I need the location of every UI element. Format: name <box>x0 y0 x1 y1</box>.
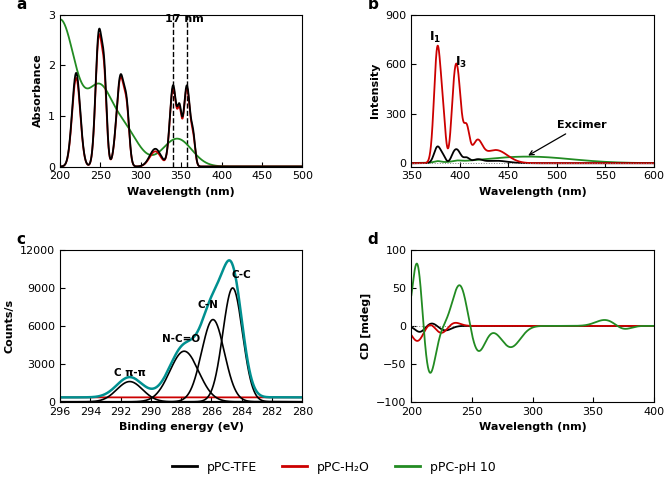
X-axis label: Wavelength (nm): Wavelength (nm) <box>479 187 586 197</box>
Text: b: b <box>368 0 379 12</box>
Text: N-C=O: N-C=O <box>162 334 200 344</box>
Legend: pPC-TFE, pPC-H₂O, pPC-pH 10: pPC-TFE, pPC-H₂O, pPC-pH 10 <box>167 456 500 479</box>
Text: 17 nm: 17 nm <box>165 14 203 24</box>
Text: C π-π: C π-π <box>114 368 145 378</box>
Text: $\mathbf{I_3}$: $\mathbf{I_3}$ <box>455 55 467 70</box>
Text: c: c <box>17 232 25 247</box>
Text: $\mathbf{I_1}$: $\mathbf{I_1}$ <box>430 30 442 45</box>
Text: d: d <box>368 232 378 247</box>
Text: Excimer: Excimer <box>530 120 606 155</box>
X-axis label: Wavelength (nm): Wavelength (nm) <box>479 422 586 432</box>
Y-axis label: Intensity: Intensity <box>370 63 380 118</box>
Text: C-C: C-C <box>232 270 251 280</box>
Y-axis label: CD [mdeg]: CD [mdeg] <box>360 293 371 359</box>
Y-axis label: Absorbance: Absorbance <box>33 54 43 127</box>
Text: a: a <box>17 0 27 12</box>
Text: C-N: C-N <box>198 300 219 310</box>
X-axis label: Binding energy (eV): Binding energy (eV) <box>119 422 243 432</box>
Y-axis label: Counts/s: Counts/s <box>5 299 15 353</box>
X-axis label: Wavelength (nm): Wavelength (nm) <box>127 187 235 197</box>
